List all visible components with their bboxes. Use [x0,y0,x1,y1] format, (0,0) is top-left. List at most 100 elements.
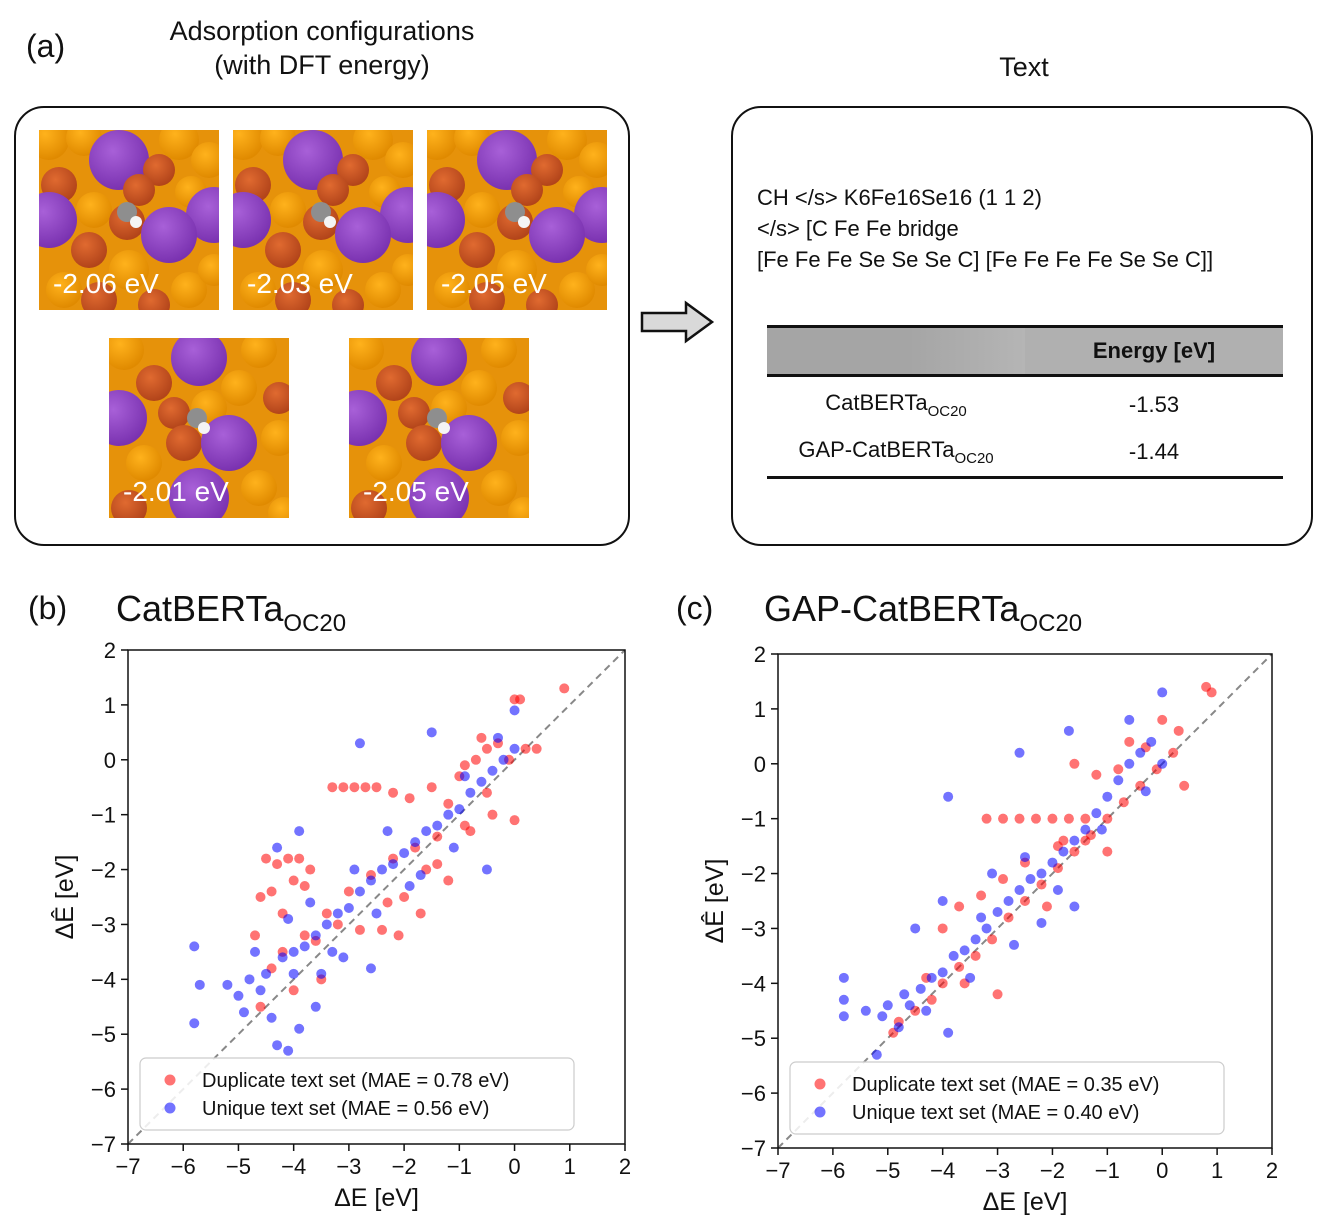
plot-b-point-unique-39 [316,968,327,979]
energy-table-header-blank [767,326,1025,376]
plot-c-point-unique-35 [937,896,948,906]
plot-b-point-unique-38 [272,842,283,853]
plot-c-point-unique-11 [948,950,959,961]
plot-b-point-duplicate-1 [272,859,283,870]
plot-b-point-unique-55 [415,870,426,881]
plot-b-ytick-label-0: −7 [91,1132,116,1157]
plot-c-xtick-label-7: 0 [1156,1158,1168,1183]
plot-b-point-unique-46 [382,826,393,837]
plot-c-point-unique-44 [899,989,910,1000]
plot-b-point-unique-22 [399,848,410,859]
plot-b-ytick-label-8: 1 [104,693,116,718]
plot-b-point-unique-4 [233,990,244,1001]
plot-b-point-duplicate-26 [470,754,481,765]
plot-b-point-unique-8 [272,1040,283,1051]
plot-c-point-duplicate-45 [954,901,965,912]
text-line-2: </s> [C Fe Fe bridge [757,216,959,241]
plot-b-point-unique-1 [189,1018,200,1029]
plot-b-legend-label-0: Duplicate text set (MAE = 0.78 eV) [202,1070,509,1092]
plot-b-point-unique-21 [388,859,399,870]
plot-c-point-unique-13 [970,934,981,945]
plot-c-ytick-label-5: −2 [741,862,766,887]
plot-b-point-unique-19 [365,875,376,886]
plot-c-point-unique-46 [976,912,987,923]
plot-b-axes-frame [127,649,626,1145]
plot-b-point-duplicate-35 [481,787,492,798]
plot-b-point-unique-44 [238,1007,249,1018]
config-energy-3: -2.05 eV [441,268,547,299]
plot-c-point-unique-7 [904,1000,915,1011]
plot-b-point-unique-7 [266,1012,277,1023]
plot-b-ytick-label-9: 2 [104,640,116,663]
plot-b-point-duplicate-4 [255,892,266,902]
plot-c-xtick-label-8: 1 [1211,1158,1223,1183]
plot-c-ytick-label-4: −3 [741,916,766,941]
panel-b-title: CatBERTaOC20 [116,588,346,638]
plot-c-point-duplicate-18 [981,813,992,824]
plot-b-point-unique-9 [283,1045,294,1056]
plot-c-point-duplicate-22 [1047,813,1058,824]
plot-b-point-unique-37 [294,826,305,837]
plot-c-point-unique-26 [1113,775,1124,786]
panel-b-title-subscript: OC20 [283,610,347,637]
plot-b-point-duplicate-14 [393,930,404,941]
plot-c-point-duplicate-43 [1179,780,1190,791]
plot-b-point-duplicate-19 [371,782,382,793]
plot-c-point-duplicate-20 [1014,813,1025,824]
plot-b-point-unique-35 [426,727,437,738]
panel-c-title: GAP-CatBERTaOC20 [764,588,1082,638]
plot-c-point-unique-20 [1047,857,1058,868]
plot-b-ytick-label-1: −6 [91,1077,116,1102]
plot-b-point-duplicate-20 [388,787,399,798]
panel-a-label: (a) [26,28,66,64]
model-subscript-1: OC20 [927,403,967,420]
plot-c-point-duplicate-25 [1091,769,1102,780]
plot-b-point-unique-0 [189,941,200,952]
panel-c-title-subscript: OC20 [1019,610,1083,637]
plot-c-ytick-label-0: −7 [741,1136,766,1161]
plot-b-point-duplicate-27 [481,743,492,754]
plot-c-point-duplicate-24 [1080,813,1091,824]
plot-b-point-unique-30 [487,765,498,776]
plot-c-point-unique-47 [1020,852,1030,863]
plot-c-ytick-label-8: 1 [754,697,766,722]
energy-table-model-2: GAP-CatBERTaOC20 [767,428,1025,478]
plot-b-point-duplicate-42 [321,908,332,919]
scatter-plot-c: −7−7 −6 −6 −5 −5 −4 −4 −3 −3 −2 −2 −1 −1 0 0 1 1 2 2 ΔE [eV… [700,642,1278,1216]
plot-c-point-unique-34 [1063,725,1074,736]
plot-c-point-duplicate-21 [1030,813,1041,824]
plot-b-point-unique-3 [222,979,233,990]
plot-c-xtick-label-3: −4 [930,1158,955,1183]
plot-c-point-unique-38 [1036,917,1047,928]
plot-b-legend [139,1057,575,1131]
plot-b-point-duplicate-51 [487,809,498,820]
plot-b-point-unique-11 [277,952,288,963]
plot-b-point-unique-42 [294,1023,305,1034]
plot-b-ytick-label-2: −5 [91,1022,116,1047]
plot-b-point-unique-56 [305,897,316,908]
plot-b-point-unique-2 [194,979,205,990]
energy-table-model-1: CatBERTaOC20 [767,376,1025,429]
plot-b-point-duplicate-37 [432,831,443,842]
plot-c-point-duplicate-14 [1118,797,1129,808]
plot-b-point-unique-13 [299,941,310,952]
plot-b-xlabel: ΔE [eV] [334,1184,419,1212]
plot-c-point-duplicate-17 [1168,747,1179,758]
plot-c-xtick-label-1: −6 [820,1158,845,1183]
plot-b-point-duplicate-3 [294,853,305,864]
plot-b-point-unique-24 [421,826,432,837]
panel-a-heading: Adsorption configurations (with DFT ener… [122,14,522,82]
plot-c-point-duplicate-27 [1124,736,1135,747]
plot-c-ytick-label-3: −4 [741,971,766,996]
plot-c-point-unique-22 [1069,835,1080,846]
plot-c-point-unique-28 [1135,747,1146,758]
plot-c-point-duplicate-13 [1102,813,1113,824]
plot-b-point-unique-40 [365,963,376,974]
plot-b-legend-marker-0 [164,1074,176,1086]
plot-b-point-duplicate-55 [305,864,316,875]
plot-b-point-unique-26 [443,809,454,820]
plot-c-point-duplicate-48 [1080,835,1091,846]
plot-b-point-unique-53 [338,952,349,963]
energy-table: Energy [eV] CatBERTaOC20 -1.53 GAP-CatBE… [767,325,1283,479]
plot-c-point-unique-51 [1140,786,1151,797]
